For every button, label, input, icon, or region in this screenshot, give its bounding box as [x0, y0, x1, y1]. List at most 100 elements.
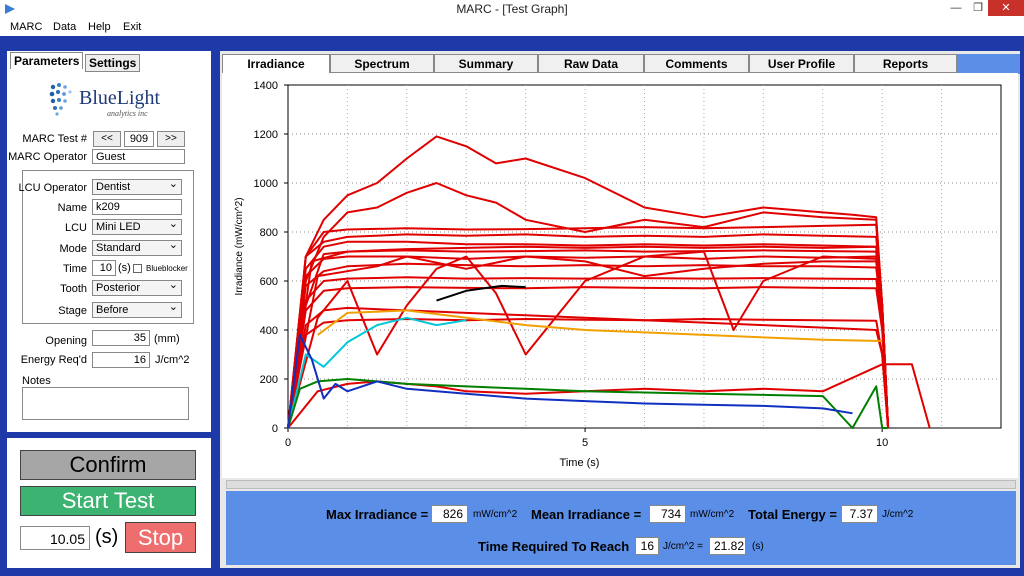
notes-label: Notes: [22, 375, 51, 387]
y-tick-label: 400: [260, 325, 278, 337]
time-field[interactable]: 10: [92, 260, 116, 276]
elapsed-unit: (s): [95, 526, 119, 548]
opening-label: Opening: [45, 335, 87, 347]
tab-user-profile[interactable]: User Profile: [749, 54, 854, 73]
y-tick-label: 1000: [254, 178, 278, 190]
tab-comments[interactable]: Comments: [644, 54, 749, 73]
logo-sub: analytics inc: [107, 109, 148, 118]
series-line-7: [287, 249, 890, 429]
name-field[interactable]: k209: [92, 199, 182, 215]
restore-button[interactable]: ❐: [973, 2, 983, 14]
total-energy-unit: J/cm^2: [882, 509, 914, 520]
app-icon: [5, 4, 15, 14]
y-tick-label: 0: [272, 423, 278, 435]
menu-help[interactable]: Help: [88, 21, 111, 33]
energy-field[interactable]: 16: [92, 352, 150, 368]
opening-unit: (mm): [154, 333, 180, 345]
tooth-label: Tooth: [60, 283, 87, 295]
reach-energy-value: 16: [635, 537, 659, 555]
series-line-13: [287, 250, 890, 429]
y-tick-label: 800: [260, 227, 278, 239]
series-line-6: [287, 223, 890, 429]
menu-marc[interactable]: MARC: [10, 21, 43, 33]
series-line-20: [287, 333, 853, 429]
menu-bar: MARC Data Help Exit: [0, 18, 1024, 36]
reach-time-value: 21.82: [709, 537, 746, 555]
x-axis-label: Time (s): [560, 457, 600, 469]
test-number-field[interactable]: 909: [124, 131, 154, 147]
tab-spectrum[interactable]: Spectrum: [330, 54, 434, 73]
blueblocker-checkbox[interactable]: [133, 264, 142, 273]
total-energy-value: 7.37: [841, 505, 878, 523]
title-bar: MARC - [Test Graph] — ❐ ✕: [0, 0, 1024, 18]
stage-label: Stage: [58, 305, 87, 317]
y-tick-label: 1200: [254, 129, 278, 141]
mode-select[interactable]: Standard: [92, 238, 182, 256]
mean-irradiance-label: Mean Irradiance =: [531, 507, 642, 522]
x-tick-label: 10: [876, 437, 888, 449]
irradiance-chart: 0 200 400 600 800 1000 1200 1400 0 5 10 Time (s) Irr…: [234, 80, 1002, 469]
window-title: MARC - [Test Graph]: [456, 2, 568, 16]
operator-field[interactable]: Guest: [92, 149, 185, 164]
y-tick-label: 600: [260, 276, 278, 288]
reach-energy-unit: J/cm^2 =: [663, 541, 703, 552]
start-test-button[interactable]: Start Test: [20, 486, 196, 516]
minimize-button[interactable]: —: [950, 2, 962, 14]
total-energy-label: Total Energy =: [748, 507, 837, 522]
tab-summary[interactable]: Summary: [434, 54, 538, 73]
max-irradiance-unit: mW/cm^2: [473, 509, 518, 520]
tooth-select[interactable]: Posterior: [92, 278, 182, 296]
tab-raw-data[interactable]: Raw Data: [538, 54, 644, 73]
x-tick-label: 5: [582, 437, 588, 449]
lcu-label: LCU: [64, 222, 87, 234]
series-line-0: [287, 255, 890, 429]
close-button[interactable]: ✕: [988, 0, 1024, 16]
name-label: Name: [57, 202, 87, 214]
x-tick-label: 0: [285, 437, 291, 449]
stage-select[interactable]: Before: [92, 300, 182, 318]
menu-data[interactable]: Data: [53, 21, 77, 33]
parameters-panel: Parameters Settings BlueLight analytics …: [7, 51, 211, 432]
mean-irradiance-value: 734: [649, 505, 686, 523]
series-line-10: [287, 135, 890, 429]
series-line-12: [287, 363, 931, 429]
lcu-group: [22, 170, 194, 324]
opening-field[interactable]: 35: [92, 330, 150, 346]
prev-test-button[interactable]: <<: [93, 131, 121, 147]
mode-label: Mode: [59, 243, 87, 255]
y-axis-label: Irradiance (mW/cm^2): [234, 197, 245, 295]
y-tick-label: 200: [260, 374, 278, 386]
menu-exit[interactable]: Exit: [123, 21, 142, 33]
tab-strip-filler: [957, 54, 1020, 74]
tab-settings[interactable]: Settings: [85, 54, 141, 72]
elapsed-time-field: 10.05: [20, 526, 90, 550]
series-line-14: [287, 255, 890, 429]
stop-button[interactable]: Stop: [125, 522, 196, 553]
energy-unit: J/cm^2: [155, 354, 190, 366]
reach-time-unit: (s): [752, 541, 764, 552]
time-unit: (s): [118, 262, 131, 274]
mean-irradiance-unit: mW/cm^2: [690, 509, 735, 520]
lcu-operator-select[interactable]: Dentist: [92, 177, 182, 195]
y-tick-label: 1400: [254, 80, 278, 92]
series-line-4: [287, 276, 890, 429]
series-line-11: [287, 182, 890, 429]
operator-label: MARC Operator: [8, 151, 87, 163]
confirm-button[interactable]: Confirm: [20, 450, 196, 480]
lcu-select[interactable]: Mini LED: [92, 217, 182, 235]
series-line-3: [287, 262, 890, 429]
series-line-5: [287, 286, 890, 429]
series-line-8: [287, 306, 890, 429]
next-test-button[interactable]: >>: [157, 131, 185, 147]
series-line-17: [436, 284, 526, 302]
horizontal-scrollbar[interactable]: [226, 480, 1016, 489]
tab-irradiance[interactable]: Irradiance: [222, 54, 330, 74]
controls-panel: Confirm Start Test 10.05 (s) Stop: [7, 438, 211, 568]
max-irradiance-label: Max Irradiance =: [326, 507, 429, 522]
lcu-operator-label: LCU Operator: [18, 182, 87, 194]
series-line-16: [287, 316, 467, 429]
tab-parameters[interactable]: Parameters: [10, 52, 84, 69]
notes-field[interactable]: [22, 387, 189, 420]
energy-label: Energy Req'd: [20, 354, 87, 366]
tab-reports[interactable]: Reports: [854, 54, 957, 73]
